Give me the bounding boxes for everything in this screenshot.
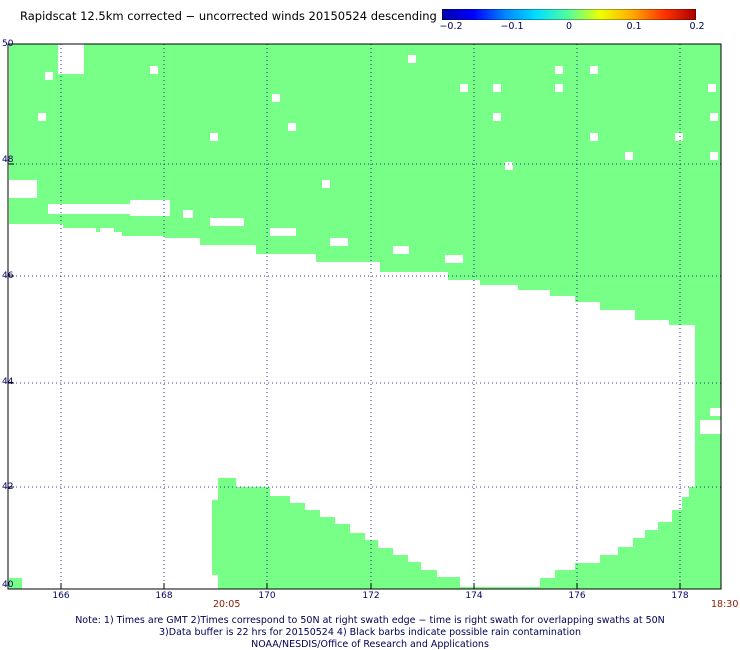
missing-cell — [700, 420, 721, 434]
missing-cell — [270, 228, 296, 236]
lat-label-44: 44 — [2, 377, 14, 387]
lat-label-50: 50 — [2, 39, 14, 49]
swath-corner — [9, 578, 22, 589]
time-left: 20:05 — [213, 599, 241, 610]
lon-label-174: 174 — [465, 591, 483, 601]
colorbar — [442, 9, 696, 20]
lon-label-176: 176 — [568, 591, 586, 601]
lat-label-40: 40 — [2, 580, 14, 590]
missing-cell — [88, 228, 96, 238]
missing-cell — [493, 113, 501, 121]
swath-north — [9, 44, 721, 589]
missing-cells — [9, 44, 721, 434]
graticule — [8, 44, 721, 589]
missing-cell — [272, 94, 280, 102]
missing-cell — [505, 162, 513, 170]
colorbar-label-zero: 0 — [565, 21, 573, 32]
time-right: 18:30 — [711, 599, 739, 610]
lon-label-178: 178 — [671, 591, 689, 601]
missing-cell — [45, 72, 53, 80]
missing-cell — [48, 204, 130, 214]
missing-cell — [38, 113, 46, 121]
swath-coverage — [9, 44, 721, 589]
colorbar-label-neg: −0.1 — [500, 21, 524, 32]
lat-label-46: 46 — [2, 271, 14, 281]
lon-label-172: 172 — [362, 591, 380, 601]
missing-cell — [408, 55, 416, 63]
missing-cell — [393, 246, 409, 254]
missing-cell — [710, 408, 721, 416]
missing-cell — [710, 152, 718, 160]
colorbar-label-min: −0.2 — [439, 21, 463, 32]
axis-ticks — [8, 163, 681, 589]
missing-cell — [150, 66, 158, 74]
missing-cell — [288, 123, 296, 131]
lon-label-170: 170 — [258, 591, 276, 601]
missing-cell — [590, 133, 598, 141]
missing-cell — [460, 84, 468, 92]
missing-cell — [330, 238, 348, 246]
missing-cell — [9, 180, 37, 198]
colorbar-label-max: 0.2 — [689, 21, 705, 32]
missing-cell — [493, 84, 501, 92]
missing-cell — [445, 255, 463, 263]
note-line-3: NOAA/NESDIS/Office of Research and Appli… — [251, 639, 489, 650]
swath-arc — [212, 478, 697, 589]
missing-cell — [708, 84, 716, 92]
missing-cell — [100, 228, 114, 238]
missing-cell — [210, 218, 244, 226]
missing-cell — [130, 200, 170, 216]
missing-cell — [183, 210, 193, 218]
lat-label-42: 42 — [2, 482, 14, 492]
missing-cell — [210, 133, 218, 141]
missing-cell — [322, 180, 330, 188]
missing-cell — [625, 152, 633, 160]
map-frame — [7, 43, 722, 590]
missing-cell — [710, 113, 718, 121]
missing-cell — [590, 66, 598, 74]
lon-label-166: 166 — [52, 591, 70, 601]
map-title: Rapidscat 12.5km corrected − uncorrected… — [20, 9, 437, 23]
note-line-1: Note: 1) Times are GMT 2)Times correspon… — [75, 615, 665, 626]
lon-label-168: 168 — [155, 591, 173, 601]
missing-cell — [64, 228, 78, 238]
missing-cell — [58, 44, 84, 74]
missing-cell — [675, 133, 683, 141]
colorbar-label-pos: 0.1 — [626, 21, 642, 32]
missing-cell — [555, 84, 563, 92]
lat-label-48: 48 — [2, 155, 14, 165]
missing-cell — [555, 66, 563, 74]
note-line-2: 3)Data buffer is 22 hrs for 20150524 4) … — [159, 627, 581, 638]
